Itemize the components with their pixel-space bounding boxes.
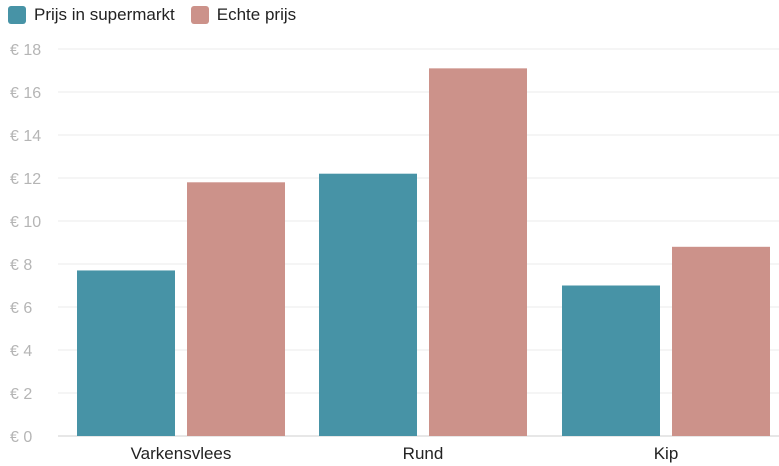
legend-swatch-echte-prijs xyxy=(190,6,209,24)
y-tick-label: € 10 xyxy=(10,214,41,231)
legend-item-echte-prijs: Echte prijs xyxy=(190,5,297,25)
y-tick-label: € 16 xyxy=(10,85,41,102)
y-tick-label: € 18 xyxy=(10,42,41,59)
bar-supermarkt-kip xyxy=(562,285,660,436)
bar-echte-prijs-kip xyxy=(672,246,770,436)
bar-echte-prijs-varkensvlees xyxy=(187,182,285,436)
y-tick-label: € 6 xyxy=(10,300,32,317)
y-tick-label: € 12 xyxy=(10,171,41,188)
y-tick-label: € 0 xyxy=(10,429,32,446)
y-tick-label: € 14 xyxy=(10,128,41,145)
y-tick-label: € 8 xyxy=(10,257,32,274)
x-category-label: Kip xyxy=(654,444,679,463)
y-tick-label: € 4 xyxy=(10,343,32,360)
x-category-label: Varkensvlees xyxy=(131,444,232,463)
legend-label-echte-prijs: Echte prijs xyxy=(216,5,297,24)
bar-supermarkt-varkensvlees xyxy=(77,270,175,436)
x-category-label: Rund xyxy=(403,444,444,463)
bar-supermarkt-rund xyxy=(319,173,417,436)
legend-item-supermarkt: Prijs in supermarkt xyxy=(8,5,175,25)
legend-label-supermarkt: Prijs in supermarkt xyxy=(34,5,175,24)
y-tick-label: € 2 xyxy=(10,386,32,403)
bar-echte-prijs-rund xyxy=(429,68,527,436)
legend: Prijs in supermarkt Echte prijs xyxy=(8,5,296,25)
legend-swatch-supermarkt xyxy=(8,6,26,24)
